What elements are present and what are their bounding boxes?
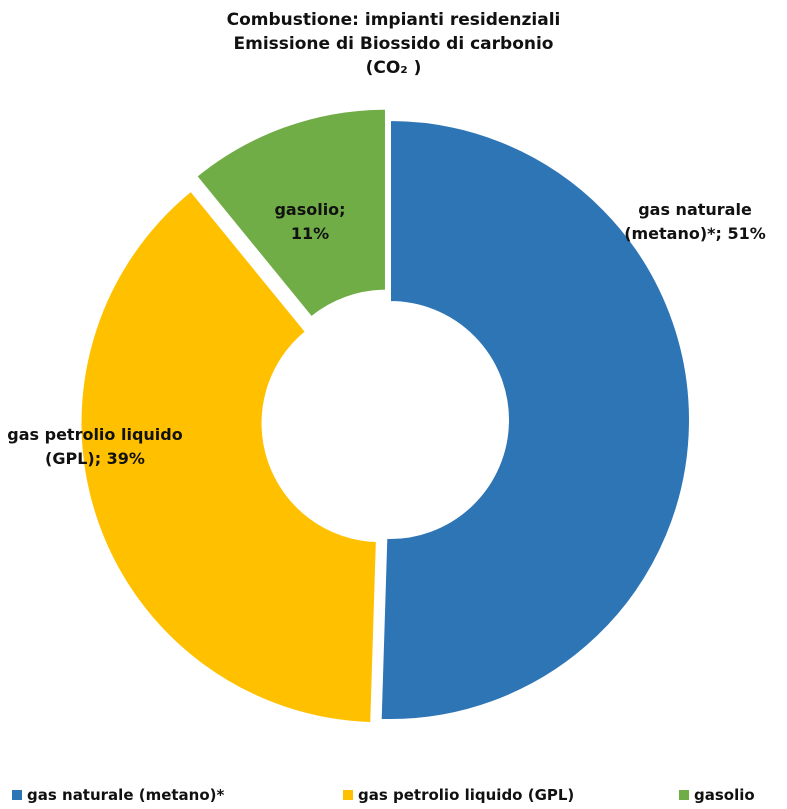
data-label-gpl: gas petrolio liquido (GPL); 39%	[7, 425, 182, 468]
legend-label-gasolio: gasolio	[694, 786, 755, 804]
chart-subtitle-formula: (CO₂ )	[365, 58, 422, 78]
chart-title: Combustione: impianti residenziali	[226, 10, 561, 30]
chart-legend: gas naturale (metano)* gas petrolio liqu…	[0, 786, 787, 808]
data-label-gas-naturale: gas naturale (metano)*; 51%	[624, 200, 766, 243]
chart-title-block: Combustione: impianti residenziali Emiss…	[0, 8, 787, 80]
slice-gas-naturale	[379, 118, 691, 721]
donut-chart: gas naturale (metano)*; 51% gas petrolio l…	[7, 107, 766, 725]
legend-label-gpl: gas petrolio liquido (GPL)	[358, 786, 575, 804]
legend-swatch-gas-naturale	[12, 790, 22, 800]
data-label-gasolio: gasolio; 11%	[274, 200, 345, 243]
legend-item-gasolio: gasolio	[679, 786, 755, 804]
chart-subtitle: Emissione di Biossido di carbonio	[233, 34, 554, 54]
legend-swatch-gasolio	[679, 790, 689, 800]
slice-gpl	[79, 189, 378, 725]
slice-gasolio	[194, 107, 387, 319]
legend-label-gas-naturale: gas naturale (metano)*	[27, 786, 225, 804]
legend-item-gpl: gas petrolio liquido (GPL)	[343, 786, 574, 804]
legend-item-gas-naturale: gas naturale (metano)*	[12, 786, 224, 804]
legend-swatch-gpl	[343, 790, 353, 800]
